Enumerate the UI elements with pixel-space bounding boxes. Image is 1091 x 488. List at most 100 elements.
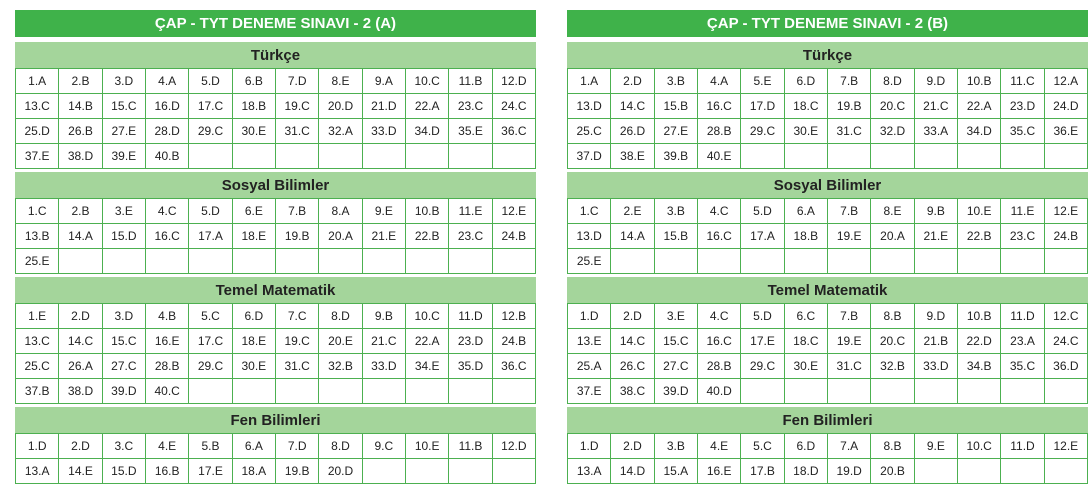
answer-cell: 7.B [275,199,320,224]
empty-cell [827,249,872,274]
answer-cell: 23.C [449,224,493,249]
answer-cell: 15.A [654,459,698,484]
empty-cell [492,249,536,274]
answer-cell: 9.A [362,69,406,94]
answer-cell: 7.B [827,304,872,329]
answer-cell: 19.E [827,224,872,249]
empty-cell [827,144,872,169]
empty-cell [449,459,493,484]
answer-cell: 24.D [1044,94,1088,119]
answer-cell: 34.E [405,354,450,379]
empty-cell [405,249,450,274]
section: Fen Bilimleri 1.D 2.D 3.C 4.E 5.B 6.A 7.D 8.D 9.C… [15,407,536,484]
panel-title: ÇAP - TYT DENEME SINAVI - 2 (A) [15,10,536,37]
answer-cell: 15.B [654,94,698,119]
answer-cell: 7.B [827,69,872,94]
answer-cell: 6.E [232,199,276,224]
section-header: Türkçe [567,42,1088,68]
answer-cell: 18.B [232,94,276,119]
empty-cell [1044,379,1088,404]
empty-cell [102,249,146,274]
answer-cell: 3.E [654,304,698,329]
answer-cell: 22.A [405,329,450,354]
answer-cell: 14.C [59,329,103,354]
answer-cell: 13.A [568,459,612,484]
answer-cell: 1.D [568,304,612,329]
answer-cell: 8.D [319,434,363,459]
empty-cell [1001,249,1045,274]
answer-cell: 17.C [189,329,233,354]
answer-cell: 21.E [362,224,406,249]
answer-cell: 27.E [654,119,698,144]
empty-cell [784,144,828,169]
answer-cell: 36.C [492,354,536,379]
answer-cell: 3.B [654,199,698,224]
answer-cell: 24.B [492,329,536,354]
answer-cell: 24.B [1044,224,1088,249]
section: Temel Matematik 1.D 2.D 3.E 4.C 5.D 6.C 7.B 8.B 9… [567,277,1088,404]
empty-cell [449,379,493,404]
empty-cell [957,459,1002,484]
section-header: Fen Bilimleri [567,407,1088,433]
answer-cell: 9.D [914,304,958,329]
answer-cell: 15.D [102,224,146,249]
answer-cell: 11.B [449,434,493,459]
answer-cell: 32.B [319,354,363,379]
answer-cell: 6.A [232,434,276,459]
empty-cell [492,379,536,404]
answer-cell: 12.D [492,434,536,459]
empty-cell [319,249,363,274]
section: Türkçe 1.A 2.D 3.B 4.A 5.E 6.D 7.B 8.D 9.D 10.B 11.… [567,42,1088,169]
answer-cell: 23.D [449,329,493,354]
answer-cell: 19.B [827,94,872,119]
answer-cell: 7.A [827,434,872,459]
answer-cell: 11.D [1001,304,1045,329]
answer-cell: 5.D [189,69,233,94]
empty-cell [405,459,450,484]
empty-cell [914,249,958,274]
empty-cell [784,379,828,404]
answer-cell: 13.D [568,94,612,119]
answer-cell: 17.E [189,459,233,484]
answer-cell: 19.D [827,459,872,484]
empty-cell [449,249,493,274]
answer-cell: 26.D [611,119,655,144]
answer-cell: 31.C [275,354,320,379]
answer-cell: 5.E [741,69,785,94]
answer-cell: 18.C [784,94,828,119]
answer-cell: 25.C [568,119,612,144]
empty-cell [611,249,655,274]
empty-cell [232,249,276,274]
answer-cell: 40.C [145,379,190,404]
answer-cell: 16.C [697,329,742,354]
empty-cell [362,249,406,274]
empty-cell [957,249,1002,274]
section: Sosyal Bilimler 1.C 2.E 3.B 4.C 5.D 6.A 7.B 8.E 9… [567,172,1088,274]
empty-cell [362,144,406,169]
answer-cell: 30.E [784,119,828,144]
answer-cell: 20.B [871,459,915,484]
answer-cell: 10.C [957,434,1002,459]
answer-cell: 15.D [102,459,146,484]
answer-cell: 29.C [741,354,785,379]
empty-cell [1044,249,1088,274]
answer-cell: 40.D [697,379,742,404]
answer-cell: 25.E [16,249,60,274]
answer-cell: 21.E [914,224,958,249]
answer-cell: 32.D [871,119,915,144]
answer-cell: 11.B [449,69,493,94]
answer-cell: 16.D [145,94,190,119]
section-header: Türkçe [15,42,536,68]
answer-cell: 30.E [784,354,828,379]
answer-cell: 1.C [568,199,612,224]
answer-cell: 20.A [319,224,363,249]
answer-cell: 12.C [1044,304,1088,329]
answer-cell: 3.B [654,434,698,459]
answer-cell: 10.C [405,304,450,329]
answer-cell: 11.C [1001,69,1045,94]
answer-grid: 1.A 2.D 3.B 4.A 5.E 6.D 7.B 8.D 9.D 10.B 11.C 12.A 1… [567,68,1088,169]
answer-cell: 29.C [189,354,233,379]
answer-cell: 19.B [275,224,320,249]
answer-panel: ÇAP - TYT DENEME SINAVI - 2 (B) Türkçe 1.A… [567,10,1088,487]
